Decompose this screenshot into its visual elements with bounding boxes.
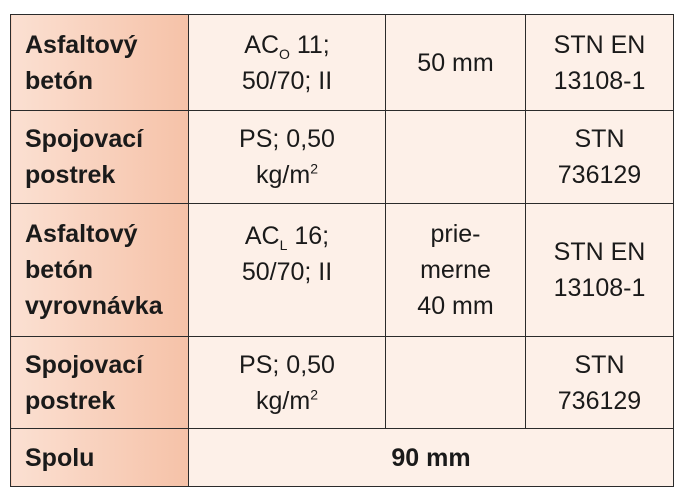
- cell-line: postrek: [25, 161, 116, 189]
- table-cell: STN 736129: [525, 110, 674, 204]
- cell-line: 13108-1: [553, 66, 646, 95]
- materials-table: Asfaltový betón ACO 11; 50/70; II 50 mm STN E…: [10, 14, 674, 487]
- cell-line: STN EN: [553, 238, 646, 266]
- cell-line: 736129: [557, 161, 642, 189]
- table-cell: ACL 16; 50/70; II: [188, 203, 386, 337]
- table-row: Asfaltový betón ACO 11; 50/70; II 50 mm STN E…: [10, 14, 674, 111]
- cell-line: STN: [574, 125, 625, 153]
- table-cell: STN EN 13108-1: [525, 14, 674, 111]
- cell-line: STN: [574, 350, 625, 379]
- cell-line: PS; 0,50: [239, 125, 335, 153]
- superscript: 2: [310, 160, 318, 177]
- table-row: Spojovací postrek PS; 0,50 kg/m2 STN 736129: [10, 336, 674, 429]
- table-cell: Spojovací postrek: [10, 336, 189, 429]
- cell-line: postrek: [25, 386, 116, 415]
- table-cell: 90 mm: [188, 428, 674, 487]
- cell-line: kg/m2: [195, 383, 379, 419]
- cell-text: AC: [244, 30, 279, 59]
- cell-text: kg/m: [256, 386, 311, 415]
- table-cell: Spojovací postrek: [10, 110, 189, 204]
- cell-line: kg/m2: [195, 157, 379, 193]
- cell-line: 13108-1: [553, 274, 646, 302]
- cell-line: 736129: [557, 386, 642, 415]
- cell-text: AC: [244, 222, 280, 250]
- cell-line: Spojovací: [25, 125, 144, 153]
- cell-line: 50/70; II: [241, 66, 333, 95]
- table-row: Asfaltový betón vyrovnávka ACL 16; 50/70; II…: [10, 203, 674, 337]
- table-cell: [385, 110, 526, 204]
- cell-line: PS; 0,50: [239, 350, 335, 379]
- table-cell: STN 736129: [525, 336, 674, 429]
- cell-line: ACL 16;: [195, 218, 379, 254]
- cell-line: merne: [420, 256, 491, 284]
- table-cell: PS; 0,50 kg/m2: [188, 110, 386, 204]
- cell-line: 40 mm: [417, 292, 494, 320]
- table-cell: prie-merne 40 mm: [385, 203, 526, 337]
- subscript: O: [279, 45, 290, 62]
- cell-line: Spolu: [25, 443, 95, 472]
- cell-text: 11;: [289, 30, 330, 59]
- subscript: L: [279, 237, 288, 253]
- cell-text: kg/m: [256, 161, 311, 189]
- cell-line: Spojovací: [25, 350, 144, 379]
- cell-line: 90 mm: [391, 443, 471, 472]
- cell-line: STN EN: [553, 30, 646, 59]
- table-row: Spolu 90 mm: [10, 428, 674, 487]
- cell-text: 16;: [287, 222, 330, 250]
- cell-line: ACO 11;: [195, 27, 379, 63]
- cell-line: 50/70; II: [241, 258, 333, 286]
- table-cell: ACO 11; 50/70; II: [188, 14, 386, 111]
- table-cell: [385, 336, 526, 429]
- cell-line: vyrovnávka: [25, 292, 163, 320]
- table-cell: Asfaltový betón: [10, 14, 189, 111]
- table-cell: 50 mm: [385, 14, 526, 111]
- cell-line: betón: [25, 66, 94, 95]
- table-row: Spojovací postrek PS; 0,50 kg/m2 STN 736129: [10, 110, 674, 204]
- table-cell: PS; 0,50 kg/m2: [188, 336, 386, 429]
- table-cell: Spolu: [10, 428, 189, 487]
- cell-line: Asfaltový: [25, 220, 138, 248]
- cell-line: 50 mm: [417, 48, 494, 77]
- cell-line: Asfaltový: [25, 30, 138, 59]
- cell-line: prie-: [430, 220, 481, 248]
- cell-line: betón: [25, 256, 94, 284]
- table-cell: STN EN 13108-1: [525, 203, 674, 337]
- table-cell: Asfaltový betón vyrovnávka: [10, 203, 189, 337]
- superscript: 2: [310, 386, 318, 403]
